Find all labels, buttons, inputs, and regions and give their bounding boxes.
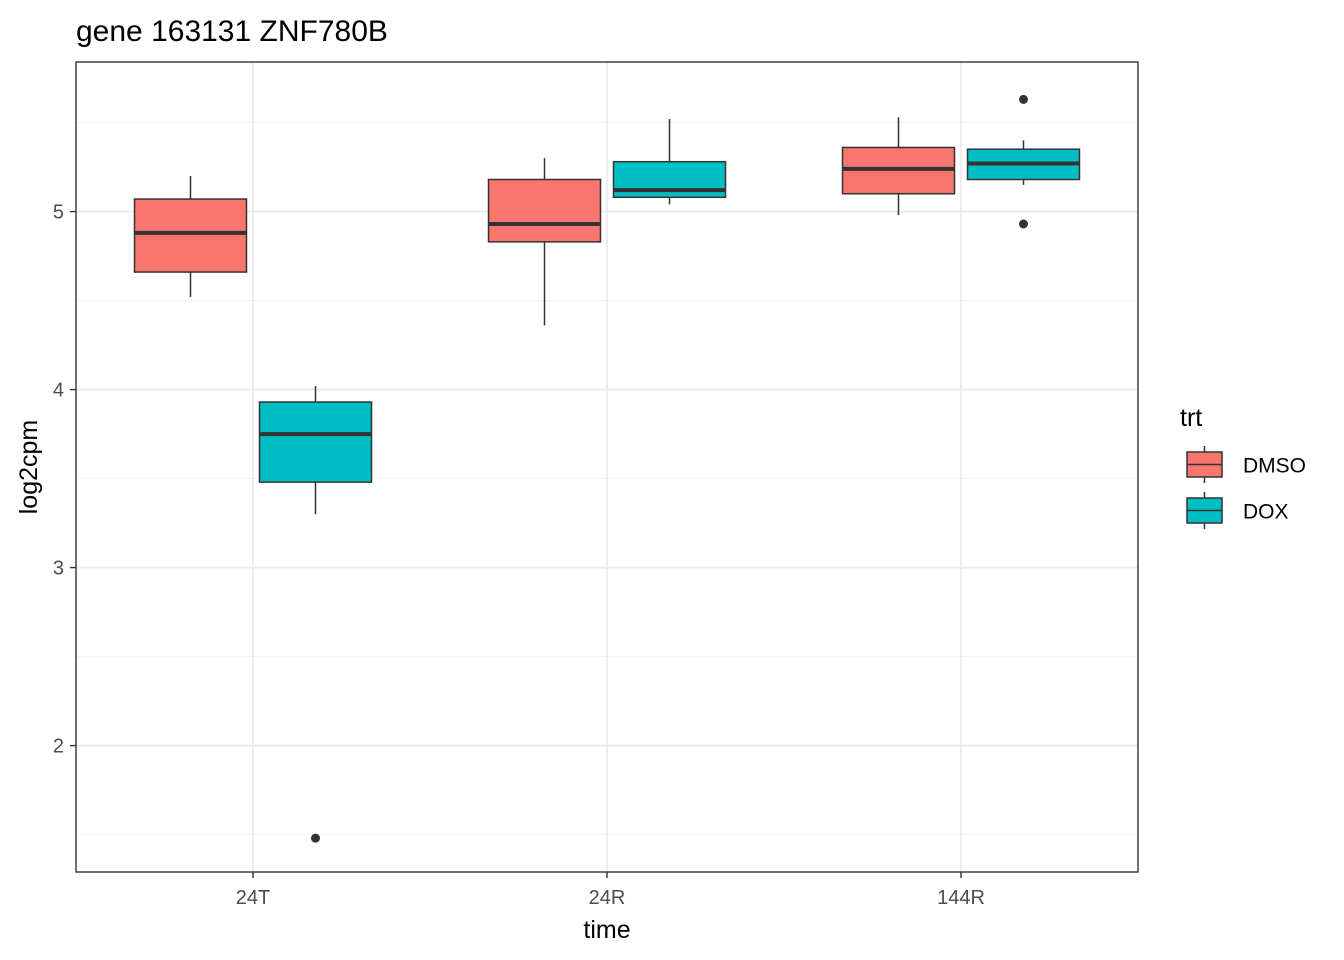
legend: trt DMSO DOX xyxy=(1180,404,1306,529)
chart-title: gene 163131 ZNF780B xyxy=(76,15,388,48)
y-tick-label: 4 xyxy=(53,380,64,402)
box-dox-24r xyxy=(612,118,727,205)
legend-label: DMSO xyxy=(1243,455,1306,478)
box-dmso-24r xyxy=(487,158,602,326)
legend-title: trt xyxy=(1180,404,1202,432)
legend-keys: DMSO DOX xyxy=(1186,446,1306,529)
y-tick-label: 3 xyxy=(53,558,64,580)
grid-layer xyxy=(76,62,1138,872)
x-tick-label: 144R xyxy=(937,887,985,909)
y-axis-title: log2cpm xyxy=(15,420,43,515)
outlier-point xyxy=(1019,219,1028,229)
legend-entry-dox: DOX xyxy=(1186,492,1289,529)
y-tick-label: 2 xyxy=(53,736,64,758)
x-axis-title: time xyxy=(583,916,630,944)
box-iqr xyxy=(487,178,602,243)
y-tick-label: 5 xyxy=(53,202,64,224)
box-iqr xyxy=(133,198,248,273)
legend-label: DOX xyxy=(1243,501,1289,524)
box-iqr xyxy=(258,401,373,483)
outlier-point xyxy=(311,833,320,843)
box-dmso-24t xyxy=(133,175,248,297)
legend-entry-dmso: DMSO xyxy=(1186,446,1306,483)
box-dox-144r xyxy=(966,94,1081,229)
box-dox-24t xyxy=(258,386,373,843)
box-dmso-144r xyxy=(841,117,956,216)
x-tick-label: 24T xyxy=(236,887,270,909)
x-tick-label: 24R xyxy=(589,887,626,909)
box-layer xyxy=(133,94,1081,843)
outlier-point xyxy=(1019,94,1028,104)
axis-layer: 2 3 4 5 24T 24R 144R xyxy=(53,202,985,909)
